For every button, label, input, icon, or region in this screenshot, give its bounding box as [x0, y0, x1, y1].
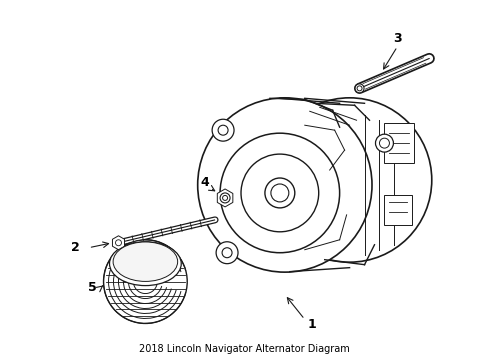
Ellipse shape — [354, 84, 363, 93]
Text: 5: 5 — [88, 281, 97, 294]
Ellipse shape — [109, 242, 181, 285]
Ellipse shape — [267, 98, 431, 262]
Bar — [384, 123, 413, 163]
Ellipse shape — [113, 242, 177, 282]
Ellipse shape — [379, 138, 388, 148]
Ellipse shape — [115, 240, 121, 246]
Ellipse shape — [264, 178, 294, 208]
Polygon shape — [112, 236, 124, 250]
Ellipse shape — [241, 154, 318, 232]
Ellipse shape — [218, 125, 227, 135]
Ellipse shape — [220, 193, 229, 203]
Ellipse shape — [222, 248, 232, 258]
Ellipse shape — [197, 98, 371, 272]
Text: 2018 Lincoln Navigator Alternator Diagram: 2018 Lincoln Navigator Alternator Diagra… — [138, 345, 348, 354]
Ellipse shape — [356, 86, 361, 91]
Ellipse shape — [222, 195, 227, 201]
Text: 4: 4 — [201, 176, 209, 189]
Text: 2: 2 — [71, 241, 80, 254]
Text: 3: 3 — [392, 32, 401, 45]
Bar — [384, 195, 411, 225]
Ellipse shape — [216, 242, 238, 264]
Ellipse shape — [220, 133, 339, 253]
Ellipse shape — [103, 240, 187, 323]
Ellipse shape — [375, 134, 393, 152]
Text: 1: 1 — [307, 318, 315, 331]
Ellipse shape — [212, 119, 234, 141]
Polygon shape — [217, 189, 232, 207]
Ellipse shape — [270, 184, 288, 202]
